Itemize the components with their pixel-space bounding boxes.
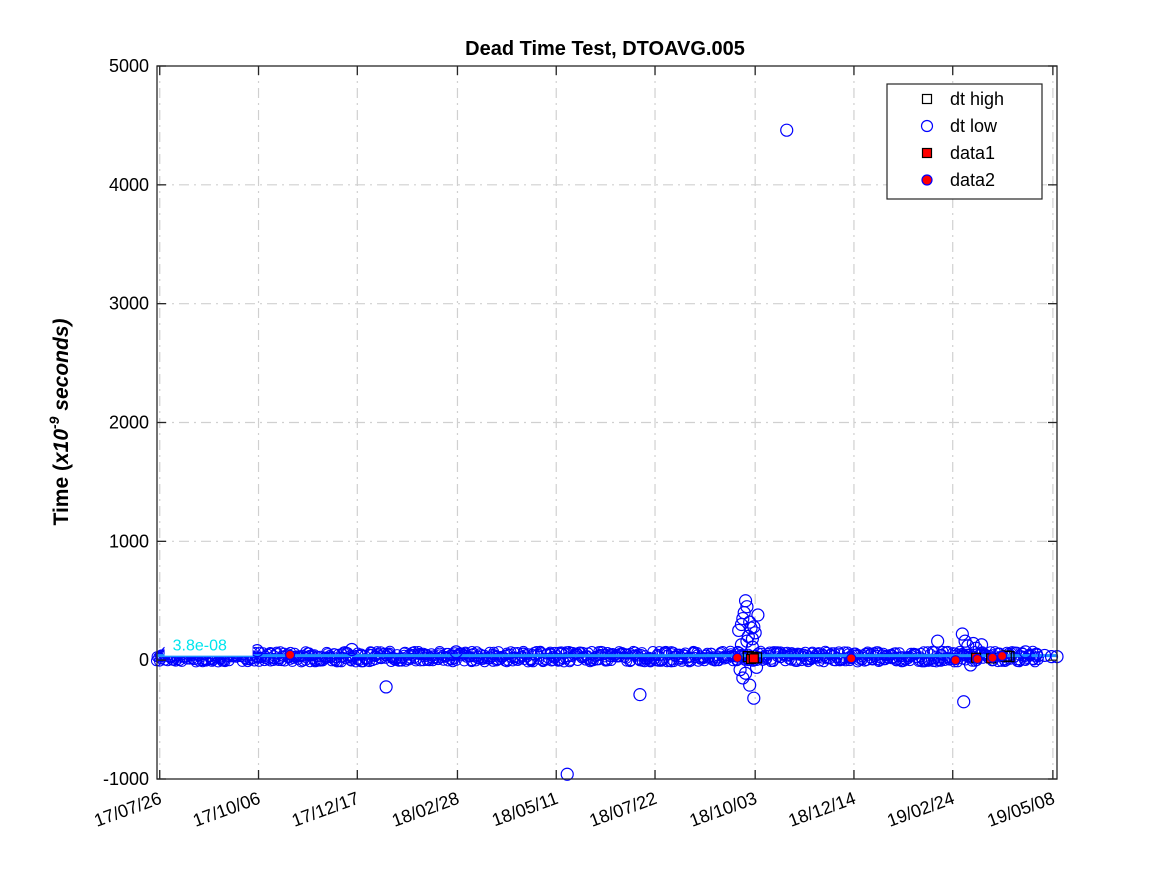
y-tick-label: 3000 — [109, 294, 149, 314]
dt-low-point — [633, 688, 647, 702]
data2-point — [284, 649, 296, 660]
x-tick-label: 17/10/06 — [190, 788, 263, 831]
dt-low-band-marker — [794, 648, 806, 660]
legend-label-dt-low: dt low — [950, 116, 998, 136]
dt-low-point — [963, 658, 978, 672]
data2-point — [997, 650, 1008, 662]
x-tick-label: 18/02/28 — [389, 788, 462, 831]
y-axis-label-base: x10 — [50, 429, 73, 465]
legend-label-dt-high: dt high — [950, 89, 1004, 109]
dt-low-point — [738, 666, 753, 680]
dt-low-point — [1029, 647, 1044, 661]
dt-low-point — [955, 627, 969, 641]
dt-low-band-marker — [676, 653, 688, 665]
legend: dt high dt low data1 data2 — [886, 83, 1043, 200]
x-tick-label: 19/02/24 — [884, 788, 957, 831]
legend-marker-dt-high — [921, 93, 933, 105]
y-tick-label: 0 — [139, 650, 149, 670]
data2-point — [846, 653, 857, 664]
legend-marker-dt-low — [920, 119, 934, 133]
x-tick-label: 17/12/17 — [289, 788, 362, 831]
dt-low-band-marker — [254, 646, 266, 658]
dt-low-point — [740, 600, 754, 614]
dt-low-point — [747, 691, 761, 705]
dt-low-point — [736, 611, 750, 626]
y-axis-label-exponent: -9 — [46, 416, 62, 429]
dt-low-point — [379, 680, 393, 694]
y-axis-label-prefix: Time ( — [50, 464, 73, 525]
dt-low-point — [345, 642, 359, 657]
y-tick-label: 5000 — [109, 56, 149, 76]
dt-low-point — [743, 678, 757, 692]
y-tick-label: 2000 — [109, 413, 149, 433]
dt-low-point — [449, 645, 463, 659]
legend-marker-data2 — [921, 174, 933, 186]
dt-low-point — [748, 626, 762, 640]
y-tick-label: -1000 — [103, 769, 149, 789]
x-tick-label: 17/07/26 — [91, 788, 164, 831]
legend-label-data1: data1 — [950, 143, 995, 163]
y-tick-label: 4000 — [109, 175, 149, 195]
x-tick-label: 18/12/14 — [786, 788, 859, 831]
dt-low-point — [747, 620, 761, 634]
y-axis-label: Time (x10-9 seconds) — [46, 318, 73, 525]
dt-low-point — [751, 608, 765, 622]
dt-low-point — [974, 638, 989, 652]
chart-title: Dead Time Test, DTOAVG.005 — [465, 38, 745, 60]
dt-low-point — [732, 623, 746, 638]
annotation-label: 3.8e-08 — [173, 638, 227, 655]
dt-low-point — [738, 594, 753, 608]
data2-point — [950, 655, 961, 666]
legend-marker-data1 — [921, 147, 933, 159]
legend-box — [886, 83, 1043, 200]
dt-low-band-marker — [899, 653, 911, 665]
annotation-box — [164, 633, 253, 656]
data2-point — [732, 652, 743, 663]
dt-low-point — [780, 123, 794, 137]
data2-point — [987, 652, 998, 663]
dt-low-point — [743, 615, 757, 629]
dt-low-point — [957, 695, 971, 709]
y-tick-label: 1000 — [109, 531, 149, 551]
dt-low-band-marker — [405, 652, 417, 664]
x-tick-label: 18/07/22 — [587, 788, 660, 831]
data2-point — [972, 653, 983, 665]
x-tick-label: 18/05/11 — [489, 788, 560, 830]
dt-low-band-marker — [535, 647, 547, 659]
dt-low-point — [560, 767, 574, 781]
data1-point — [748, 653, 759, 664]
y-axis-label-suffix: seconds) — [50, 318, 73, 416]
annotation: 3.8e-08 — [164, 633, 253, 656]
x-tick-label: 18/10/03 — [687, 788, 760, 831]
dt-low-point — [931, 634, 945, 648]
legend-label-data2: data2 — [950, 170, 995, 190]
x-tick-label: 19/05/08 — [985, 788, 1058, 831]
data-points — [250, 123, 1064, 781]
